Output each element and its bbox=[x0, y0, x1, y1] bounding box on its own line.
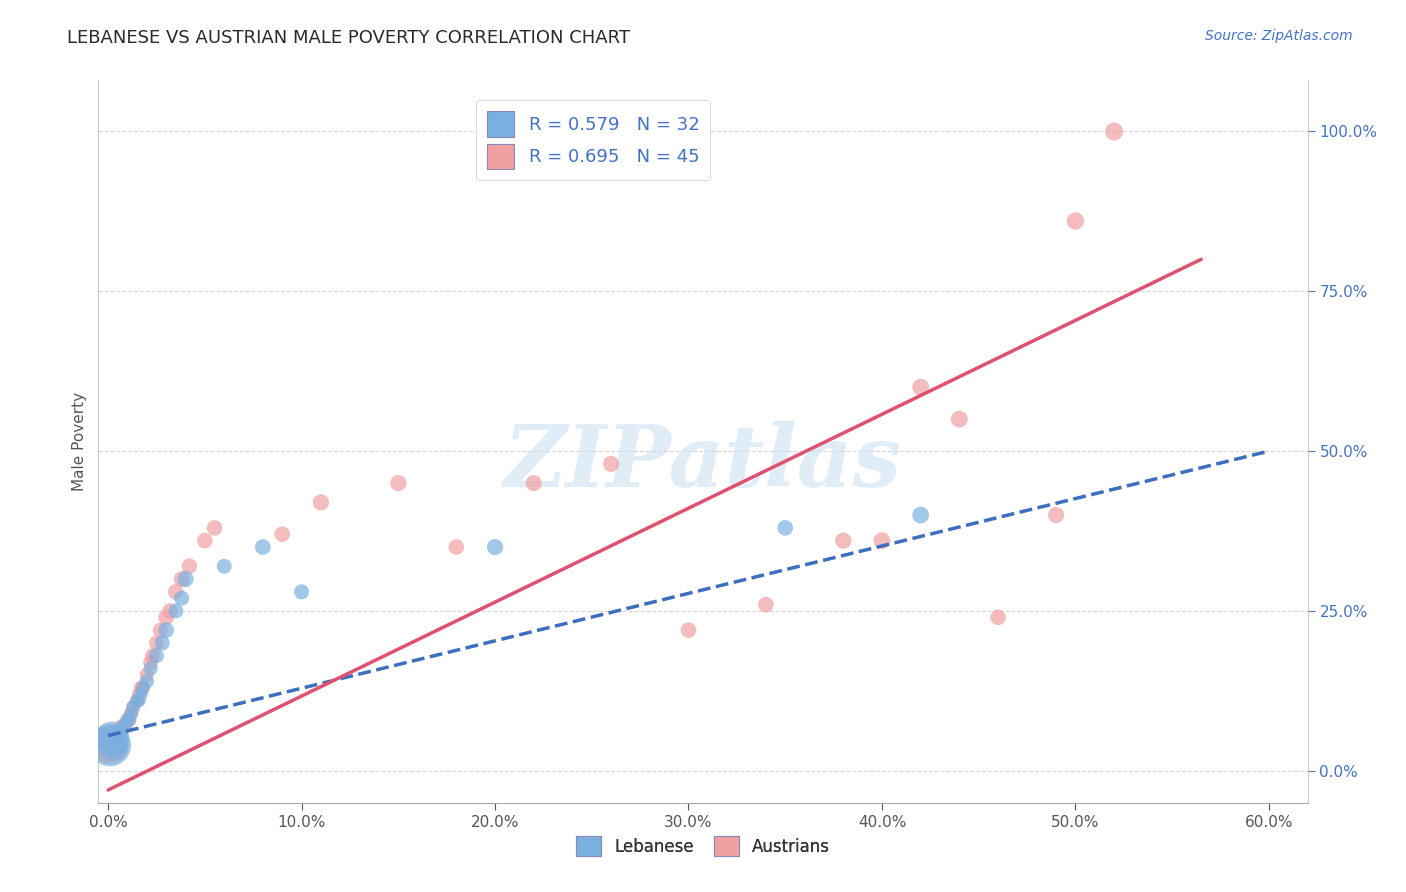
Point bbox=[179, 559, 201, 574]
Point bbox=[132, 681, 155, 695]
Legend: Lebanese, Austrians: Lebanese, Austrians bbox=[569, 830, 837, 863]
Point bbox=[194, 533, 217, 548]
Point bbox=[120, 706, 142, 721]
Point bbox=[103, 738, 125, 752]
Point bbox=[103, 731, 125, 746]
Point bbox=[104, 731, 127, 746]
Point bbox=[145, 636, 167, 650]
Point bbox=[150, 636, 173, 650]
Point bbox=[773, 521, 796, 535]
Point bbox=[135, 668, 157, 682]
Point bbox=[832, 533, 855, 548]
Point bbox=[948, 412, 970, 426]
Point bbox=[523, 476, 546, 491]
Point bbox=[165, 604, 187, 618]
Point bbox=[117, 713, 139, 727]
Point bbox=[1102, 124, 1125, 138]
Point bbox=[128, 693, 150, 707]
Point bbox=[170, 591, 193, 606]
Point bbox=[98, 738, 121, 752]
Point bbox=[910, 380, 932, 394]
Point bbox=[271, 527, 294, 541]
Point bbox=[122, 699, 145, 714]
Point bbox=[484, 540, 506, 554]
Point bbox=[108, 725, 131, 739]
Point bbox=[120, 706, 142, 721]
Point bbox=[174, 572, 197, 586]
Point bbox=[139, 655, 162, 669]
Point bbox=[111, 725, 134, 739]
Point bbox=[155, 610, 177, 624]
Text: ZIPatlas: ZIPatlas bbox=[503, 421, 903, 505]
Point bbox=[165, 584, 187, 599]
Point bbox=[155, 623, 177, 637]
Point bbox=[122, 699, 145, 714]
Point bbox=[987, 610, 1010, 624]
Point bbox=[111, 719, 134, 733]
Point bbox=[309, 495, 332, 509]
Point bbox=[98, 738, 121, 752]
Point bbox=[678, 623, 700, 637]
Point bbox=[114, 719, 136, 733]
Point bbox=[101, 738, 124, 752]
Point bbox=[127, 693, 149, 707]
Point bbox=[170, 572, 193, 586]
Point bbox=[129, 687, 152, 701]
Point bbox=[107, 731, 129, 746]
Y-axis label: Male Poverty: Male Poverty bbox=[72, 392, 87, 491]
Point bbox=[139, 661, 162, 675]
Point bbox=[204, 521, 226, 535]
Point bbox=[252, 540, 274, 554]
Point bbox=[870, 533, 893, 548]
Point bbox=[149, 623, 172, 637]
Point bbox=[118, 713, 141, 727]
Point bbox=[1064, 214, 1087, 228]
Point bbox=[118, 713, 141, 727]
Point bbox=[132, 681, 155, 695]
Point bbox=[290, 584, 312, 599]
Point bbox=[112, 719, 135, 733]
Point bbox=[135, 674, 157, 689]
Point bbox=[446, 540, 468, 554]
Point bbox=[600, 457, 623, 471]
Point bbox=[107, 725, 129, 739]
Point bbox=[108, 725, 131, 739]
Point bbox=[910, 508, 932, 522]
Point bbox=[1045, 508, 1067, 522]
Point bbox=[129, 681, 152, 695]
Point bbox=[112, 719, 135, 733]
Point bbox=[117, 713, 139, 727]
Point bbox=[145, 648, 167, 663]
Point bbox=[755, 598, 778, 612]
Point bbox=[212, 559, 235, 574]
Point bbox=[107, 725, 129, 739]
Text: Source: ZipAtlas.com: Source: ZipAtlas.com bbox=[1205, 29, 1353, 43]
Point bbox=[127, 693, 149, 707]
Text: LEBANESE VS AUSTRIAN MALE POVERTY CORRELATION CHART: LEBANESE VS AUSTRIAN MALE POVERTY CORREL… bbox=[67, 29, 630, 46]
Point bbox=[128, 687, 150, 701]
Point bbox=[387, 476, 409, 491]
Point bbox=[142, 648, 165, 663]
Point bbox=[159, 604, 181, 618]
Point bbox=[114, 719, 136, 733]
Point bbox=[101, 731, 124, 746]
Point bbox=[104, 731, 127, 746]
